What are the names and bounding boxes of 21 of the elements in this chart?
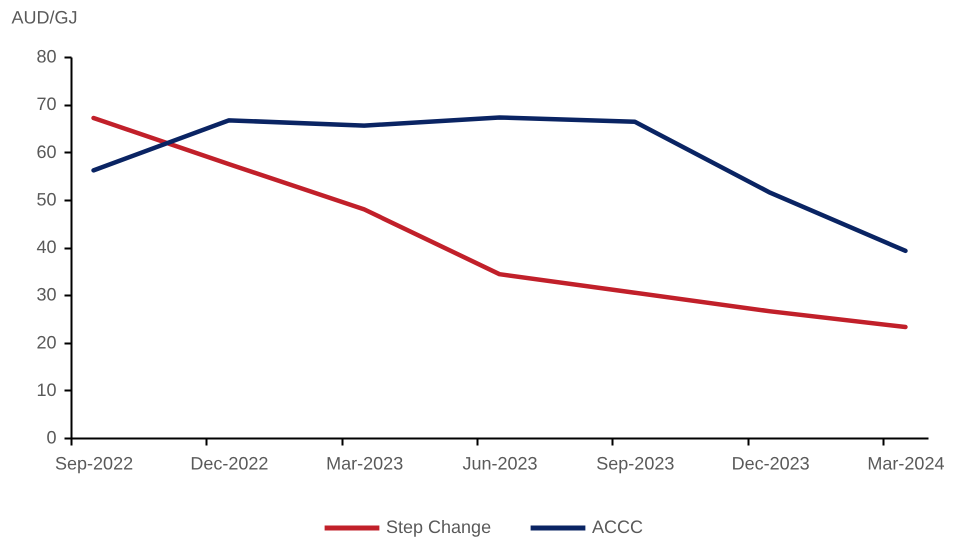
- y-tick-label: 80: [36, 46, 56, 66]
- y-tick-label: 10: [36, 380, 56, 400]
- x-tick-label: Mar-2024: [867, 454, 944, 474]
- y-tick-label: 50: [36, 189, 56, 210]
- y-tick-label: 40: [36, 237, 56, 257]
- y-axis-title: AUD/GJ: [12, 8, 78, 28]
- y-tick-label: 70: [36, 94, 56, 114]
- x-tick-label: Jun-2023: [462, 454, 538, 474]
- x-tick-label: Sep-2022: [55, 454, 134, 474]
- x-tick-label: Dec-2022: [190, 454, 268, 474]
- legend-label: Step Change: [386, 517, 492, 537]
- y-tick-label: 30: [36, 284, 56, 305]
- legend-label: ACCC: [592, 517, 644, 537]
- x-tick-label: Mar-2023: [326, 454, 404, 474]
- y-tick-label: 20: [36, 332, 56, 352]
- line-series: [91, 116, 908, 330]
- y-tick-label: 60: [36, 142, 56, 162]
- x-tick-label: Sep-2023: [596, 454, 674, 474]
- x-tick-label: Dec-2023: [732, 454, 810, 474]
- line-series: [91, 115, 908, 254]
- y-tick-label: 0: [46, 428, 56, 448]
